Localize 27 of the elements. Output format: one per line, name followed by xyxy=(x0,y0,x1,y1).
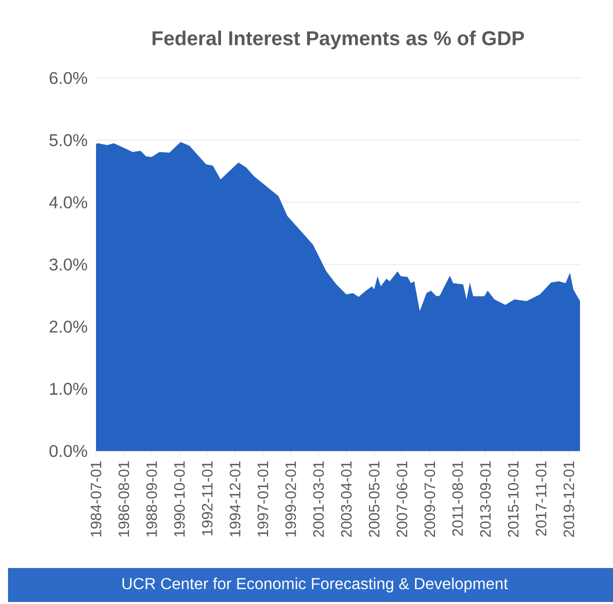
text: UCR Center for Economic Forecasting & Development xyxy=(122,578,508,592)
x-tick-label: 2007-06-01 xyxy=(396,461,408,537)
x-tick-label: 1986-08-01 xyxy=(118,461,130,537)
x-tick-label: 2011-08-01 xyxy=(452,461,463,536)
x-tick-label: 1988-09-01 xyxy=(146,461,157,537)
x-tick-label: 2017-11-01 xyxy=(536,461,546,536)
y-tick-label: 6.0% xyxy=(50,72,88,84)
y-tick-label: 2.0% xyxy=(50,320,88,333)
chart-title: Federal Interest Payments as % of GDP xyxy=(152,30,524,50)
y-tick-label: 3.0% xyxy=(49,258,88,271)
x-tick-label: 2009-07-01 xyxy=(424,461,436,537)
x-tick-label: 2019-12-01 xyxy=(564,461,574,537)
x-tick-label: 2013-09-01 xyxy=(480,461,491,537)
x-tick-label: 1990-10-01 xyxy=(174,461,185,537)
x-tick-label: 2015-10-01 xyxy=(508,461,519,537)
x-tick-label: 1999-02-01 xyxy=(285,461,296,537)
y-tick-label: 1.0% xyxy=(50,382,88,395)
y-tick-label: 4.0% xyxy=(49,196,88,208)
x-tick-label: 2001-03-01 xyxy=(313,461,324,537)
x-tick-label: 2003-04-01 xyxy=(341,461,352,537)
y-tick-label: 5.0% xyxy=(50,134,88,146)
x-tick-label: 1997-01-01 xyxy=(258,461,268,537)
x-tick-label: 2005-05-01 xyxy=(368,461,380,537)
x-tick-label: 1994-12-01 xyxy=(230,461,240,537)
y-tick-label: 0.0% xyxy=(50,444,88,458)
x-tick-label: 1992-11-01 xyxy=(202,461,213,536)
x-tick-label: 1984-07-01 xyxy=(90,461,102,537)
